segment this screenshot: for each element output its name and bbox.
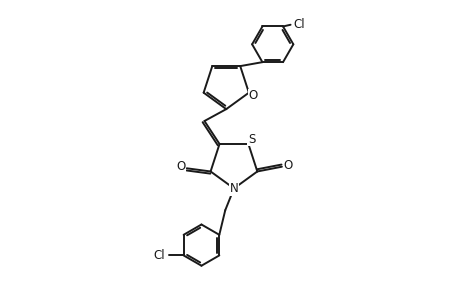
Text: O: O <box>283 159 292 172</box>
Text: Cl: Cl <box>153 249 165 262</box>
Text: N: N <box>229 182 238 195</box>
Text: O: O <box>176 160 185 173</box>
Text: Cl: Cl <box>293 18 304 31</box>
Text: O: O <box>248 89 257 102</box>
Text: S: S <box>247 133 255 146</box>
